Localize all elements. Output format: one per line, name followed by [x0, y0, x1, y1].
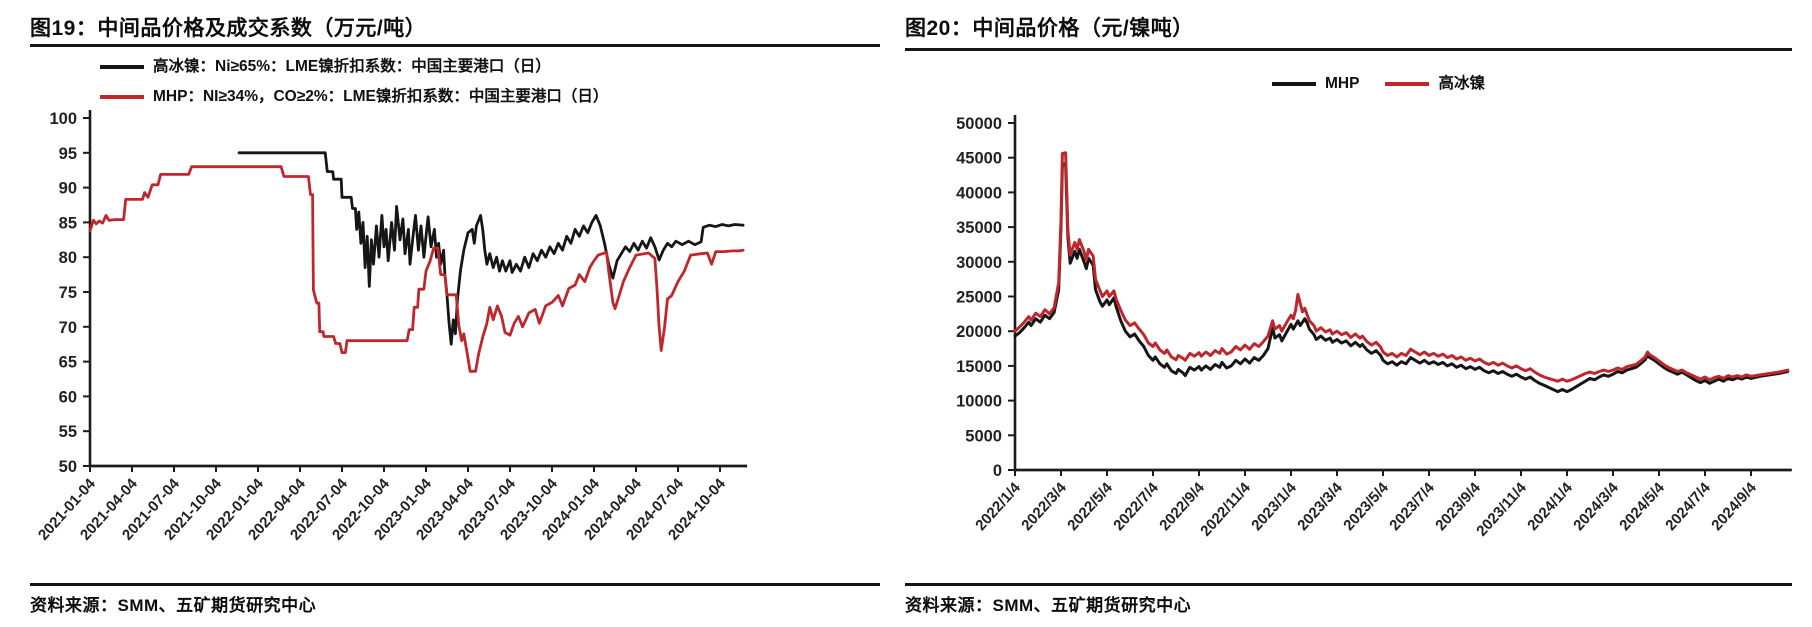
x-tick-label: 2024/7/4 [1662, 479, 1714, 534]
legend-item: 高冰镍 [1385, 70, 1485, 97]
figure-19-legend: 高冰镍：Ni≥65%：LME镍折扣系数：中国主要港口（日） MHP：NI≥34%，… [100, 53, 608, 110]
legend-item: 高冰镍：Ni≥65%：LME镍折扣系数：中国主要港口（日） [100, 53, 608, 80]
y-tick-label: 40000 [956, 184, 1002, 202]
x-tick-label: 2022/11/4 [1197, 479, 1254, 540]
legend-label: 高冰镍：Ni≥65%：LME镍折扣系数：中国主要港口（日） [153, 58, 551, 75]
y-tick-label: 90 [59, 180, 77, 198]
x-tick-label: 2024/1/4 [1524, 479, 1576, 534]
x-tick-label: 2023/11/4 [1473, 479, 1530, 540]
figure-20-title-rule [905, 48, 1792, 51]
y-tick-label: 70 [59, 319, 77, 337]
figure-20-source: 资料来源：SMM、五矿期货研究中心 [905, 596, 1192, 615]
legend-label: 高冰镍 [1438, 75, 1485, 92]
x-tick-label: 2022/7/4 [1110, 479, 1162, 534]
y-tick-label: 60 [59, 388, 77, 406]
legend-line-swatch-icon [100, 64, 144, 69]
series-line [1013, 162, 1790, 394]
figure-20-chart: 0 5000 10000 15000 20000 25000 30000 35000 40000… [956, 115, 1792, 540]
figure-19-title: 图19：中间品价格及成交系数（万元/吨） [30, 17, 427, 40]
x-tick-label: 2023/1/4 [1248, 479, 1300, 534]
y-tick-label: 75 [59, 284, 77, 302]
x-tick-label: 2023/3/4 [1294, 479, 1346, 534]
y-tick-label: 55 [59, 423, 77, 441]
y-tick-label: 85 [59, 214, 77, 232]
series-line [88, 165, 745, 373]
legend-label: MHP：NI≥34%，CO≥2%：LME镍折扣系数：中国主要港口（日） [153, 88, 609, 105]
y-tick-label: 95 [59, 145, 77, 163]
figure-20-title: 图20：中间品价格（元/镍吨） [905, 17, 1194, 40]
y-tick-label: 50 [59, 458, 77, 476]
y-tick-label: 35000 [956, 219, 1002, 237]
y-tick-label: 25000 [956, 289, 1002, 307]
x-tick-label: 2022/3/4 [1018, 479, 1070, 534]
figure-20-legend: MHP 高冰镍 [1272, 70, 1485, 97]
y-tick-label: 0 [993, 462, 1002, 480]
legend-line-swatch-icon [100, 94, 144, 99]
legend-line-swatch-icon [1272, 81, 1316, 86]
y-tick-label: 30000 [956, 254, 1002, 272]
figure-19-bottom-rule [30, 583, 880, 586]
figure-19-title-rule [30, 44, 880, 47]
y-tick-label: 45000 [956, 150, 1002, 168]
x-tick-label: 2024/3/4 [1570, 479, 1622, 534]
x-tick-label: 2024/5/4 [1616, 479, 1668, 534]
y-tick-label: 10000 [956, 393, 1002, 411]
legend-label: MHP [1325, 75, 1360, 92]
figure-19-chart: 505560657075808590951002021-01-042021-04… [35, 110, 748, 544]
x-tick-label: 2023/7/4 [1386, 479, 1438, 534]
y-tick-label: 5000 [965, 427, 1002, 445]
figure-20-bottom-rule [905, 583, 1792, 586]
legend-item: MHP [1272, 70, 1359, 97]
y-tick-label: 15000 [956, 358, 1002, 376]
x-tick-label: 2024/9/4 [1708, 479, 1760, 534]
y-tick-label: 65 [59, 354, 77, 372]
y-tick-label: 50000 [956, 115, 1002, 133]
x-tick-label: 2022/5/4 [1064, 479, 1116, 534]
figure-19-source: 资料来源：SMM、五矿期货研究中心 [30, 596, 317, 615]
y-tick-label: 20000 [956, 323, 1002, 341]
y-tick-label: 80 [59, 249, 77, 267]
legend-item: MHP：NI≥34%，CO≥2%：LME镍折扣系数：中国主要港口（日） [100, 83, 608, 110]
x-tick-label: 2023/5/4 [1340, 479, 1392, 534]
series-line [1013, 151, 1790, 383]
x-tick-label: 2022/1/4 [972, 479, 1024, 534]
series-line [237, 151, 745, 346]
legend-line-swatch-icon [1385, 81, 1430, 86]
y-tick-label: 100 [49, 110, 77, 128]
